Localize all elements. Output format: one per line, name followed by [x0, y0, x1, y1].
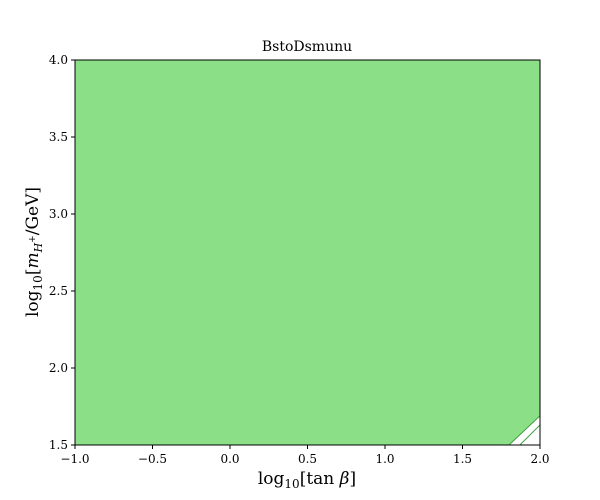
x-tick-label: 2.0	[530, 452, 549, 466]
x-tick-label: 1.0	[375, 452, 394, 466]
x-tick-label: 0.0	[220, 452, 239, 466]
allowed-region-boundary	[508, 415, 541, 446]
y-axis-ticks: 1.5 2.0 2.5 3.0 3.5 4.0	[49, 53, 75, 452]
y-axis-label: log10[mH+/GeV]	[23, 187, 45, 317]
x-axis-label: log10[tan β]	[258, 469, 356, 491]
allowed-region-inner-boundary	[519, 424, 541, 446]
x-tick-label: 1.5	[453, 452, 472, 466]
y-tick-label: 1.5	[49, 438, 68, 452]
x-tick-label: −0.5	[138, 452, 167, 466]
y-tick-label: 2.0	[49, 361, 68, 375]
y-tick-label: 3.5	[49, 130, 68, 144]
y-tick-label: 4.0	[49, 53, 68, 67]
chart-title: BstoDsmunu	[262, 39, 352, 55]
x-tick-label: −1.0	[60, 452, 89, 466]
y-tick-label: 3.0	[49, 207, 68, 221]
y-tick-label: 2.5	[49, 284, 68, 298]
x-tick-label: 0.5	[298, 452, 317, 466]
x-axis-ticks: −1.0 −0.5 0.0 0.5 1.0 1.5 2.0	[60, 445, 550, 466]
plot-area	[75, 60, 541, 446]
allowed-region-fill	[75, 60, 540, 445]
